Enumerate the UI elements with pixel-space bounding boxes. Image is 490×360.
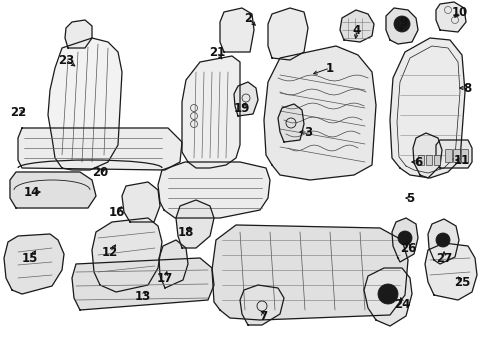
Polygon shape [220,8,254,52]
Bar [426,155,432,165]
Polygon shape [413,133,442,178]
Polygon shape [340,10,374,42]
Polygon shape [159,240,188,288]
Polygon shape [425,243,477,300]
Text: 18: 18 [178,225,194,238]
Text: 25: 25 [454,275,470,288]
Polygon shape [122,182,160,222]
Polygon shape [182,56,240,168]
Polygon shape [436,2,466,32]
Circle shape [394,16,410,32]
Polygon shape [390,38,465,178]
Circle shape [398,231,412,245]
Bar [434,155,440,165]
Polygon shape [176,200,214,248]
Text: 1: 1 [326,62,334,75]
Text: 27: 27 [436,252,452,265]
Text: 9: 9 [399,15,407,28]
FancyBboxPatch shape [454,149,461,162]
Polygon shape [364,268,412,326]
Text: 8: 8 [463,81,471,94]
Text: 12: 12 [102,246,118,258]
FancyBboxPatch shape [445,149,452,162]
Polygon shape [4,234,64,294]
Text: 10: 10 [452,5,468,18]
Text: 20: 20 [92,166,108,179]
Circle shape [436,233,450,247]
Text: 26: 26 [400,242,416,255]
Polygon shape [392,218,418,262]
Polygon shape [18,128,182,170]
Polygon shape [436,140,472,168]
Circle shape [383,289,393,299]
Text: 14: 14 [24,185,40,198]
Polygon shape [48,38,122,170]
Text: 4: 4 [353,23,361,36]
Text: 19: 19 [234,102,250,114]
Text: 17: 17 [157,271,173,284]
Text: 5: 5 [406,192,414,204]
Polygon shape [234,82,258,116]
Polygon shape [65,20,92,48]
Text: 16: 16 [109,206,125,219]
Polygon shape [158,162,270,218]
Polygon shape [386,8,418,44]
Text: 22: 22 [10,105,26,118]
Polygon shape [264,46,376,180]
Text: 15: 15 [22,252,38,265]
Text: 11: 11 [454,153,470,166]
Text: 21: 21 [209,45,225,58]
Polygon shape [268,8,308,60]
Text: 7: 7 [259,310,267,323]
Text: 6: 6 [414,156,422,168]
Polygon shape [10,172,96,208]
Polygon shape [278,104,304,142]
Polygon shape [212,225,408,320]
Text: 24: 24 [394,297,410,310]
Polygon shape [240,285,284,325]
Polygon shape [428,219,459,264]
Polygon shape [72,258,214,310]
Text: 13: 13 [135,289,151,302]
Circle shape [378,284,398,304]
Bar [418,155,424,165]
Text: 3: 3 [304,126,312,139]
FancyBboxPatch shape [462,149,468,162]
Polygon shape [92,218,162,292]
Text: 2: 2 [244,12,252,24]
Text: 23: 23 [58,54,74,67]
